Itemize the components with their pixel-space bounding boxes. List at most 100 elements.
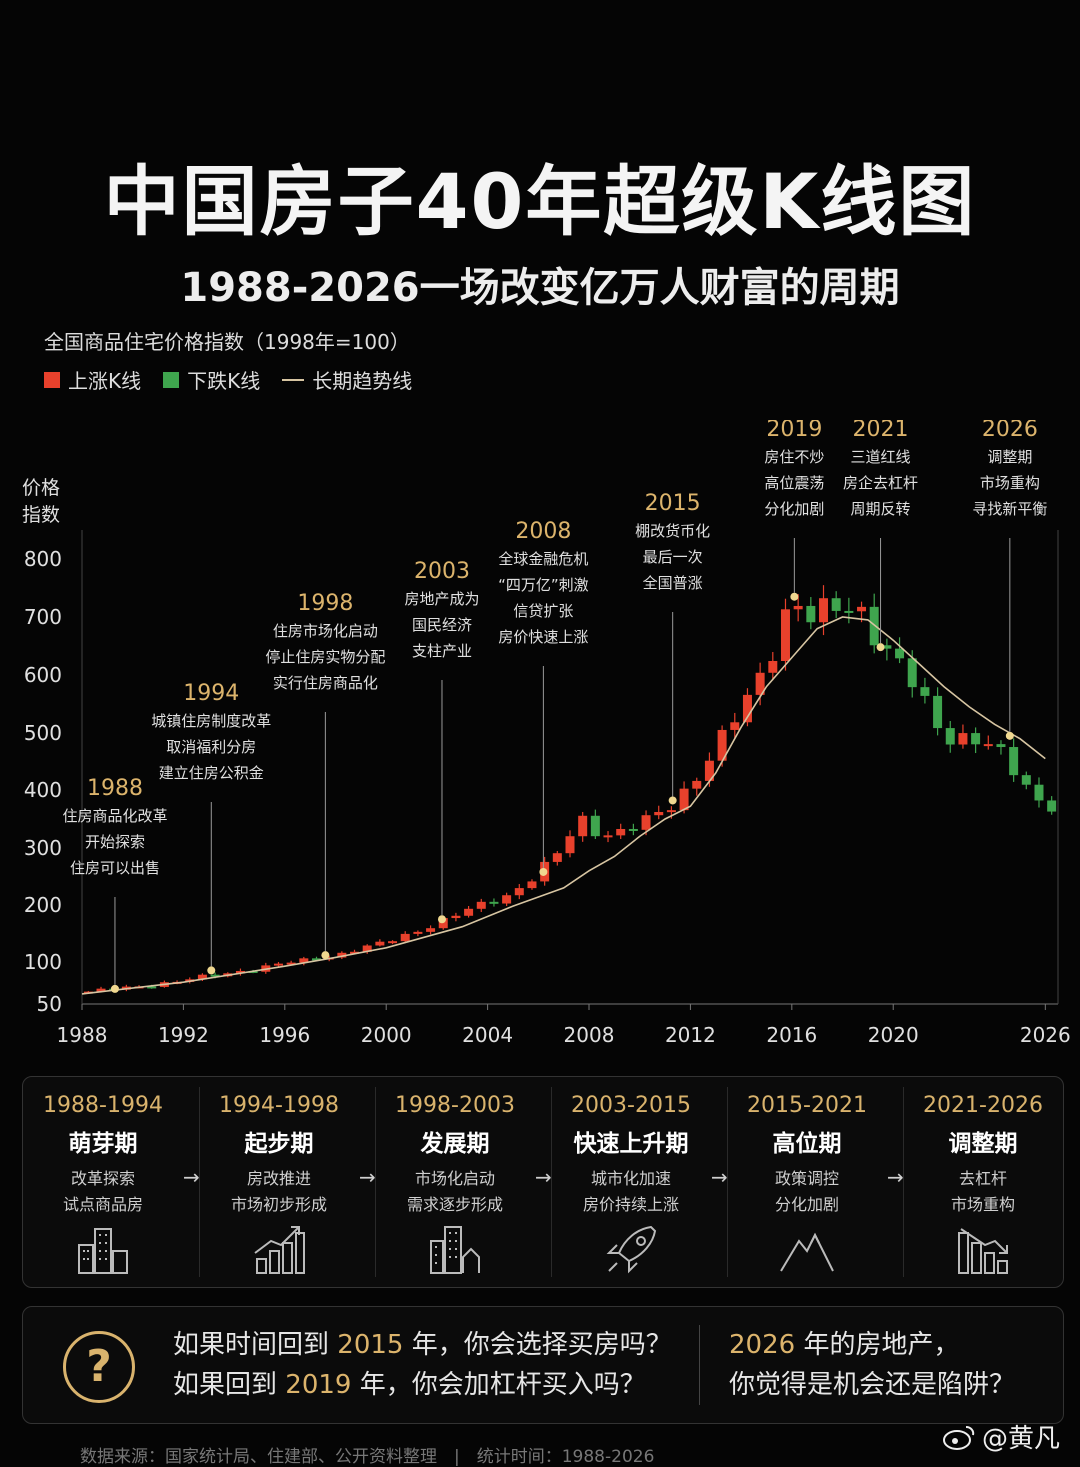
- legend-down-label: 下跌K线: [187, 369, 261, 393]
- annotation-text: 棚改货币化: [635, 522, 710, 540]
- title-part-gold: 40年: [415, 157, 604, 246]
- phase-5: 2015-2021 高位期 政策调控 分化加剧: [731, 1077, 883, 1287]
- phase-divider: [199, 1087, 200, 1277]
- phase-desc-1: 去杠杆: [958, 1169, 1007, 1188]
- annotation-year: 2021: [853, 420, 909, 442]
- candle-body: [692, 780, 702, 789]
- phase-desc-2: 市场初步形成: [230, 1195, 327, 1214]
- phase-2: 1994-1998 起步期 房改推进 市场初步形成: [203, 1077, 355, 1287]
- annotation-dot: [437, 915, 446, 924]
- annotation-dot: [876, 643, 885, 652]
- phase-name: 调整期: [948, 1131, 1018, 1157]
- phase-desc-1: 市场化启动: [414, 1169, 495, 1188]
- candle-body: [552, 853, 562, 862]
- q-text: 年，你会加杠杆买入吗？: [359, 1370, 646, 1400]
- annotation-dot: [1005, 731, 1014, 740]
- phase-desc-2: 房价持续上涨: [582, 1195, 679, 1214]
- phases-panel: 1988-1994 萌芽期 改革探索 试点商品房 → 1994-1998 起步期 …: [22, 1076, 1064, 1288]
- question-line-2: 如果回到 2019 年，你会加杠杆买入吗？: [173, 1365, 672, 1405]
- phase-desc-1: 房改推进: [246, 1169, 311, 1188]
- legend-up-swatch: [44, 371, 60, 388]
- candle-body: [235, 970, 245, 974]
- annotation-year: 1994: [183, 681, 239, 706]
- candle-body: [983, 744, 993, 747]
- annotation-text: 信贷扩张: [513, 602, 573, 620]
- x-tick-label: 2012: [665, 1023, 716, 1047]
- buildings-icon: [78, 1228, 128, 1274]
- annotation-text: 取消福利分房: [166, 738, 256, 756]
- phase-desc-1: 改革探索: [70, 1169, 135, 1188]
- annotation-dot: [207, 966, 216, 975]
- annotation-text: 三道红线: [851, 448, 911, 466]
- annotation-dot: [110, 984, 119, 993]
- phase-desc: 政策调控 分化加剧: [731, 1166, 883, 1218]
- candle-body: [210, 974, 220, 977]
- x-tick-label: 1988: [57, 1023, 108, 1047]
- phase-desc-2: 试点商品房: [62, 1195, 143, 1214]
- x-tick-label: 2026: [1020, 1023, 1071, 1047]
- annotation-text: 城镇住房制度改革: [151, 712, 271, 730]
- subtitle-text: 一场改变亿万人财富的周期: [419, 265, 900, 311]
- index-title: 全国商品住宅价格指数（1998年=100）: [44, 330, 410, 354]
- annotation-year: 2008: [515, 519, 571, 544]
- annotation-year: 1998: [297, 591, 353, 616]
- phase-desc-1: 政策调控: [774, 1169, 839, 1188]
- phase-1: 1988-1994 萌芽期 改革探索 试点商品房: [27, 1077, 179, 1287]
- legend-trend-label: 长期趋势线: [312, 369, 413, 393]
- annotation-text: 住房商品化改革: [62, 807, 167, 825]
- annotation-text: 全球金融危机: [498, 550, 588, 568]
- annotation-year: 2003: [414, 559, 470, 584]
- candle-body: [400, 933, 410, 942]
- page-subtitle: 1988-2026一场改变亿万人财富的周期: [0, 255, 1080, 313]
- legend-down-swatch: [163, 371, 180, 388]
- candle-body: [958, 733, 968, 745]
- candle-body: [273, 963, 283, 966]
- candle-body: [1034, 784, 1044, 801]
- candle-body: [933, 695, 943, 729]
- phase-divider: [727, 1087, 728, 1277]
- rocket-icon: [606, 1225, 657, 1274]
- phase-name: 萌芽期: [68, 1131, 138, 1157]
- phase-divider: [375, 1087, 376, 1277]
- annotation-text: 停止住房实物分配: [265, 648, 385, 666]
- trend-line: [81, 616, 1046, 995]
- y-tick-label: 400: [24, 778, 62, 802]
- candle-body: [755, 672, 765, 695]
- candle-body: [780, 609, 790, 662]
- annotation-text: 住房可以出售: [70, 859, 160, 877]
- phase-years: 2003-2015: [571, 1093, 691, 1118]
- candle-body: [1047, 800, 1057, 812]
- x-tick-label: 2016: [766, 1023, 817, 1047]
- candle-body: [311, 958, 321, 961]
- y-tick-label: 200: [24, 893, 62, 917]
- phase-desc: 城市化加速 房价持续上涨: [555, 1166, 707, 1218]
- title-part-b: 超级K线图: [603, 157, 977, 246]
- phase-3: 1998-2003 发展期 市场化启动 需求逐步形成: [379, 1077, 531, 1287]
- arrow-right-icon: →: [183, 1165, 200, 1189]
- phase-years: 2021-2026: [923, 1093, 1043, 1118]
- bar-decline-icon: [958, 1228, 1008, 1274]
- candle-body: [502, 895, 512, 904]
- phase-desc-2: 需求逐步形成: [406, 1195, 503, 1214]
- x-tick-label: 2004: [462, 1023, 513, 1047]
- candle-body: [971, 733, 981, 745]
- candle-body: [857, 606, 867, 612]
- subtitle-years: 1988-2026: [180, 265, 420, 311]
- candle-body: [945, 728, 955, 745]
- arrow-right-icon: →: [535, 1165, 552, 1189]
- candle-body: [527, 881, 537, 889]
- question-line-1: 如果时间回到 2015 年，你会选择买房吗？: [173, 1325, 672, 1365]
- x-tick-label: 1996: [259, 1023, 310, 1047]
- annotation-text: 调整期: [987, 448, 1032, 466]
- question-left: 如果时间回到 2015 年，你会选择买房吗？ 如果回到 2019 年，你会加杠杆…: [173, 1325, 672, 1405]
- weibo-icon: [942, 1425, 975, 1450]
- annotation-dot: [321, 951, 330, 960]
- phase-name: 高位期: [772, 1131, 842, 1157]
- phase-desc-2: 分化加剧: [774, 1195, 839, 1214]
- candle-body: [147, 986, 157, 989]
- phase-desc: 市场化启动需求逐步形成: [379, 1166, 531, 1218]
- weibo-watermark: @黄凡: [942, 1418, 1060, 1455]
- annotation-text: 国民经济: [412, 616, 472, 634]
- y-axis-label: 指数: [22, 504, 60, 526]
- candle-body: [96, 988, 106, 992]
